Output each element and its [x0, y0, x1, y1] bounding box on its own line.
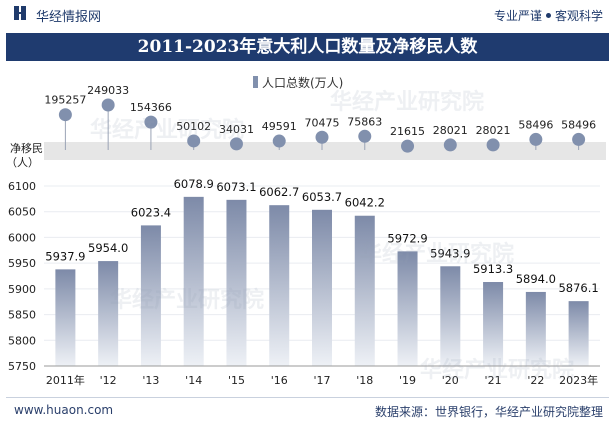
chart-title: 2011-2023年意大利人口数量及净移民人数 — [6, 33, 609, 61]
x-tick-label: '12 — [100, 374, 117, 387]
bar-value-label: 5943.9 — [430, 246, 470, 260]
net-migration-value: 154366 — [130, 101, 172, 114]
net-migration-dot — [529, 132, 543, 146]
population-bar — [525, 291, 546, 366]
bar-value-label: 5913.3 — [473, 262, 513, 276]
net-migration-dot — [358, 129, 372, 143]
net-migration-value: 49591 — [262, 120, 297, 133]
population-bar — [226, 199, 247, 366]
y-tick-label: 5850 — [8, 309, 36, 322]
population-bar — [98, 261, 119, 366]
net-migration-dot — [572, 132, 586, 146]
net-migration-dot — [58, 108, 72, 122]
bar-value-label: 6073.1 — [216, 180, 256, 194]
net-migration-value: 50102 — [176, 120, 211, 133]
net-migration-dot — [187, 134, 201, 148]
net-migration-value: 70475 — [305, 116, 340, 129]
x-tick-label: 2023年 — [559, 373, 598, 387]
bar-value-label: 6053.7 — [302, 190, 342, 204]
bar-value-label: 5954.0 — [88, 241, 128, 255]
net-migration-value: 75863 — [347, 115, 382, 128]
net-migration-value: 28021 — [476, 124, 511, 137]
bar-value-label: 6078.9 — [174, 177, 214, 191]
population-bar — [269, 205, 290, 366]
population-bar — [55, 269, 76, 366]
x-tick-label: '13 — [142, 374, 159, 387]
footer-source: 数据来源：世界银行，华经产业研究院整理 — [374, 405, 603, 419]
x-tick-label: 2011年 — [46, 373, 85, 387]
population-bar — [183, 196, 204, 366]
footer-divider — [6, 397, 609, 398]
x-tick-label: '15 — [228, 374, 245, 387]
x-tick-label: '20 — [442, 374, 459, 387]
legend-swatch — [253, 76, 258, 88]
y-tick-label: 6000 — [8, 231, 36, 244]
header-tagline: 专业严谨 客观科学 — [494, 7, 603, 24]
brand-name: 华经情报网 — [36, 10, 102, 25]
y-tick-label: 6100 — [8, 180, 36, 193]
population-bar — [354, 215, 375, 366]
net-migration-unit: （人） — [6, 156, 39, 169]
net-migration-value: 195257 — [44, 94, 86, 107]
y-tick-label: 5900 — [8, 283, 36, 296]
net-migration-band — [44, 142, 606, 160]
tagline-left: 专业严谨 — [493, 9, 542, 23]
y-tick-label: 5750 — [8, 360, 36, 373]
x-tick-label: '19 — [399, 374, 416, 387]
footer-url: www.huaon.com — [14, 403, 114, 417]
y-tick-label: 5800 — [8, 334, 36, 347]
bar-value-label: 5937.9 — [45, 249, 85, 263]
net-migration-dot — [401, 139, 415, 153]
population-bar — [397, 251, 418, 366]
bar-value-label: 6042.2 — [345, 196, 385, 210]
net-migration-value: 28021 — [433, 124, 468, 137]
net-migration-label: 净移民 — [10, 141, 43, 155]
x-tick-label: '21 — [485, 374, 502, 387]
bar-value-label: 6023.4 — [131, 205, 171, 219]
net-migration-dot — [443, 138, 457, 152]
tagline-right: 客观科学 — [554, 9, 603, 23]
tagline-dot-icon — [545, 13, 551, 18]
population-bar — [312, 209, 332, 366]
bar-value-label: 6062.7 — [259, 185, 299, 199]
net-migration-dot — [101, 98, 115, 112]
x-tick-label: '18 — [356, 374, 373, 387]
x-tick-label: '22 — [527, 374, 544, 387]
x-tick-label: '14 — [185, 374, 202, 387]
x-tick-label: '16 — [271, 374, 288, 387]
net-migration-value: 34031 — [219, 123, 254, 136]
population-bar — [440, 266, 461, 366]
population-bar — [483, 282, 504, 366]
net-migration-dot — [229, 137, 243, 151]
bar-value-label: 5876.1 — [558, 281, 598, 295]
y-tick-label: 6050 — [8, 206, 36, 219]
legend-label: 人口总数(万人) — [262, 75, 343, 90]
net-migration-dot — [272, 134, 286, 148]
bar-value-label: 5894.0 — [516, 272, 556, 286]
x-tick-label: '17 — [313, 374, 330, 387]
net-migration-value: 58496 — [518, 118, 553, 131]
net-migration-value: 58496 — [561, 118, 596, 131]
population-bar — [568, 301, 589, 366]
net-migration-dot — [486, 138, 500, 152]
net-migration-dot — [315, 130, 329, 144]
population-bar — [140, 225, 161, 366]
y-tick-label: 5950 — [8, 257, 36, 270]
net-migration-value: 21615 — [390, 125, 425, 138]
net-migration-dot — [144, 115, 158, 129]
brand-logo-icon — [14, 6, 26, 20]
net-migration-value: 249033 — [87, 84, 129, 97]
bar-value-label: 5972.9 — [387, 231, 427, 245]
